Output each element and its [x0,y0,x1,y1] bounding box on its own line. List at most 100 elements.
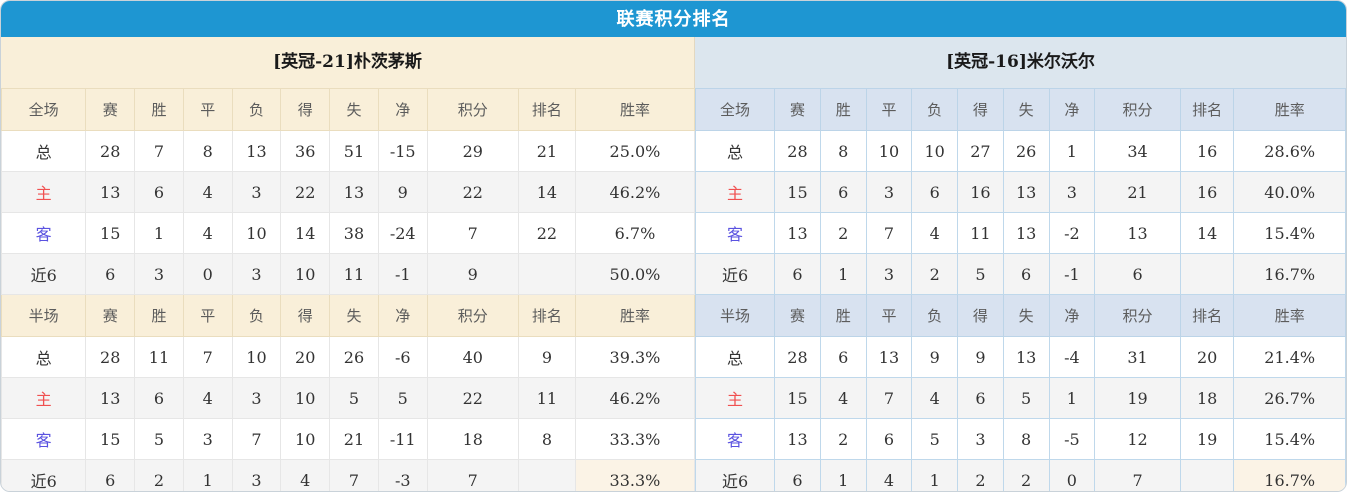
stats-row: 近6 6 1 3 2 5 6 -1 6 16.7% [694,253,1346,295]
cell-goals-for: 5 [957,253,1004,295]
cell-draws: 3 [182,418,233,460]
cell-wins: 7 [134,130,184,172]
cell-losses: 3 [231,171,282,213]
section-label: 半场 [1,294,87,337]
cell-goals-against: 26 [329,336,379,378]
cell-win-rate: 16.7% [1233,253,1346,295]
cell-goals-for: 9 [957,336,1004,378]
cell-wins: 2 [819,418,867,460]
cell-losses: 10 [911,130,959,172]
row-label: 客 [1,212,87,254]
cell-win-rate: 15.4% [1233,212,1346,254]
team-panel-left: [英冠-21]朴茨茅斯 全场赛胜平负得失净积分 排名 胜率总 28 7 8 13 36 51 -1… [1,37,695,491]
cell-goal-diff: -24 [377,212,428,254]
col-header: 失 [1002,294,1050,337]
cell-goals-against: 5 [1002,377,1050,419]
cell-rank: 9 [517,336,576,378]
cell-goals-for: 36 [280,130,331,172]
cell-draws: 1 [182,459,233,491]
row-label: 近6 [1,253,87,295]
cell-goal-diff: -3 [377,459,428,491]
cell-goals-against: 13 [1002,171,1050,213]
cell-rank: 20 [1179,336,1235,378]
section-label: 半场 [694,294,776,337]
cell-draws: 0 [182,253,233,295]
stats-table-left: 全场赛胜平负得失净积分 排名 胜率总 28 7 8 13 36 51 -15 29 21 25.0% 主 1… [1,88,695,491]
stats-row: 客 15 5 3 7 10 21 -11 18 8 33.3% [1,418,695,460]
row-label: 客 [694,418,776,460]
cell-wins: 1 [819,459,867,491]
cell-wins: 2 [134,459,184,491]
cell-points: 7 [1094,459,1181,491]
cell-rank: 19 [1179,418,1235,460]
cell-goals-against: 2 [1002,459,1050,491]
cell-losses: 10 [231,336,282,378]
cell-goals-for: 2 [957,459,1004,491]
cell-draws: 10 [865,130,913,172]
cell-rank: 16 [1179,130,1235,172]
col-header: 胜率 [1233,88,1346,131]
section-header-half: 半场赛胜平负得失净积分 排名 胜率 [694,294,1346,337]
cell-goal-diff: -11 [377,418,428,460]
row-label: 总 [1,336,87,378]
team-name-left: [英冠-21]朴茨茅斯 [1,37,695,88]
cell-points: 6 [1094,253,1181,295]
stats-row: 总 28 7 8 13 36 51 -15 29 21 25.0% [1,130,695,172]
cell-goals-for: 22 [280,171,331,213]
row-label: 近6 [1,459,87,491]
cell-goals-against: 13 [329,171,379,213]
col-header: 排名 [517,88,576,131]
stats-row: 主 15 4 7 4 6 5 1 19 18 26.7% [694,377,1346,419]
cell-points: 40 [426,336,519,378]
cell-points: 9 [426,253,519,295]
cell-losses: 7 [231,418,282,460]
row-label: 主 [694,377,776,419]
cell-played: 6 [85,253,136,295]
cell-played: 13 [774,212,821,254]
cell-rank: 16 [1179,171,1235,213]
cell-goal-diff: 3 [1048,171,1096,213]
cell-wins: 6 [819,171,867,213]
section-label: 全场 [1,88,87,131]
row-label: 客 [694,212,776,254]
cell-draws: 7 [865,212,913,254]
col-header: 失 [329,88,379,131]
col-header: 平 [182,294,233,337]
cell-wins: 1 [819,253,867,295]
cell-losses: 4 [911,377,959,419]
cell-played: 28 [85,336,136,378]
cell-rank: 22 [517,212,576,254]
col-header: 胜率 [574,88,695,131]
cell-played: 6 [774,459,821,491]
cell-played: 15 [85,418,136,460]
cell-win-rate: 6.7% [574,212,695,254]
cell-points: 22 [426,171,519,213]
col-header: 胜 [819,88,867,131]
cell-played: 6 [774,253,821,295]
cell-goal-diff: -15 [377,130,428,172]
cell-rank: 14 [517,171,576,213]
cell-draws: 3 [865,171,913,213]
cell-points: 7 [426,459,519,491]
team-name-right: [英冠-16]米尔沃尔 [694,37,1346,88]
cell-win-rate: 50.0% [574,253,695,295]
col-header: 负 [911,88,959,131]
cell-goals-for: 6 [957,377,1004,419]
col-header: 得 [280,294,331,337]
stats-row: 客 13 2 6 5 3 8 -5 12 19 15.4% [694,418,1346,460]
col-header: 负 [911,294,959,337]
row-label: 客 [1,418,87,460]
cell-losses: 2 [911,253,959,295]
cell-losses: 4 [911,212,959,254]
cell-win-rate: 21.4% [1233,336,1346,378]
col-header: 净 [1048,294,1096,337]
stats-row: 客 13 2 7 4 11 13 -2 13 14 15.4% [694,212,1346,254]
cell-goals-against: 11 [329,253,379,295]
section-header-half: 半场赛胜平负得失净积分 排名 胜率 [1,294,695,337]
widget-title: 联赛积分排名 [1,1,1346,37]
cell-points: 21 [1094,171,1181,213]
team-panel-right: [英冠-16]米尔沃尔 全场赛胜平负得失净积分 排名 胜率总 28 8 10 10 27 26 1… [694,37,1346,491]
col-header: 平 [865,88,913,131]
cell-goals-against: 5 [329,377,379,419]
col-header: 排名 [1179,294,1235,337]
